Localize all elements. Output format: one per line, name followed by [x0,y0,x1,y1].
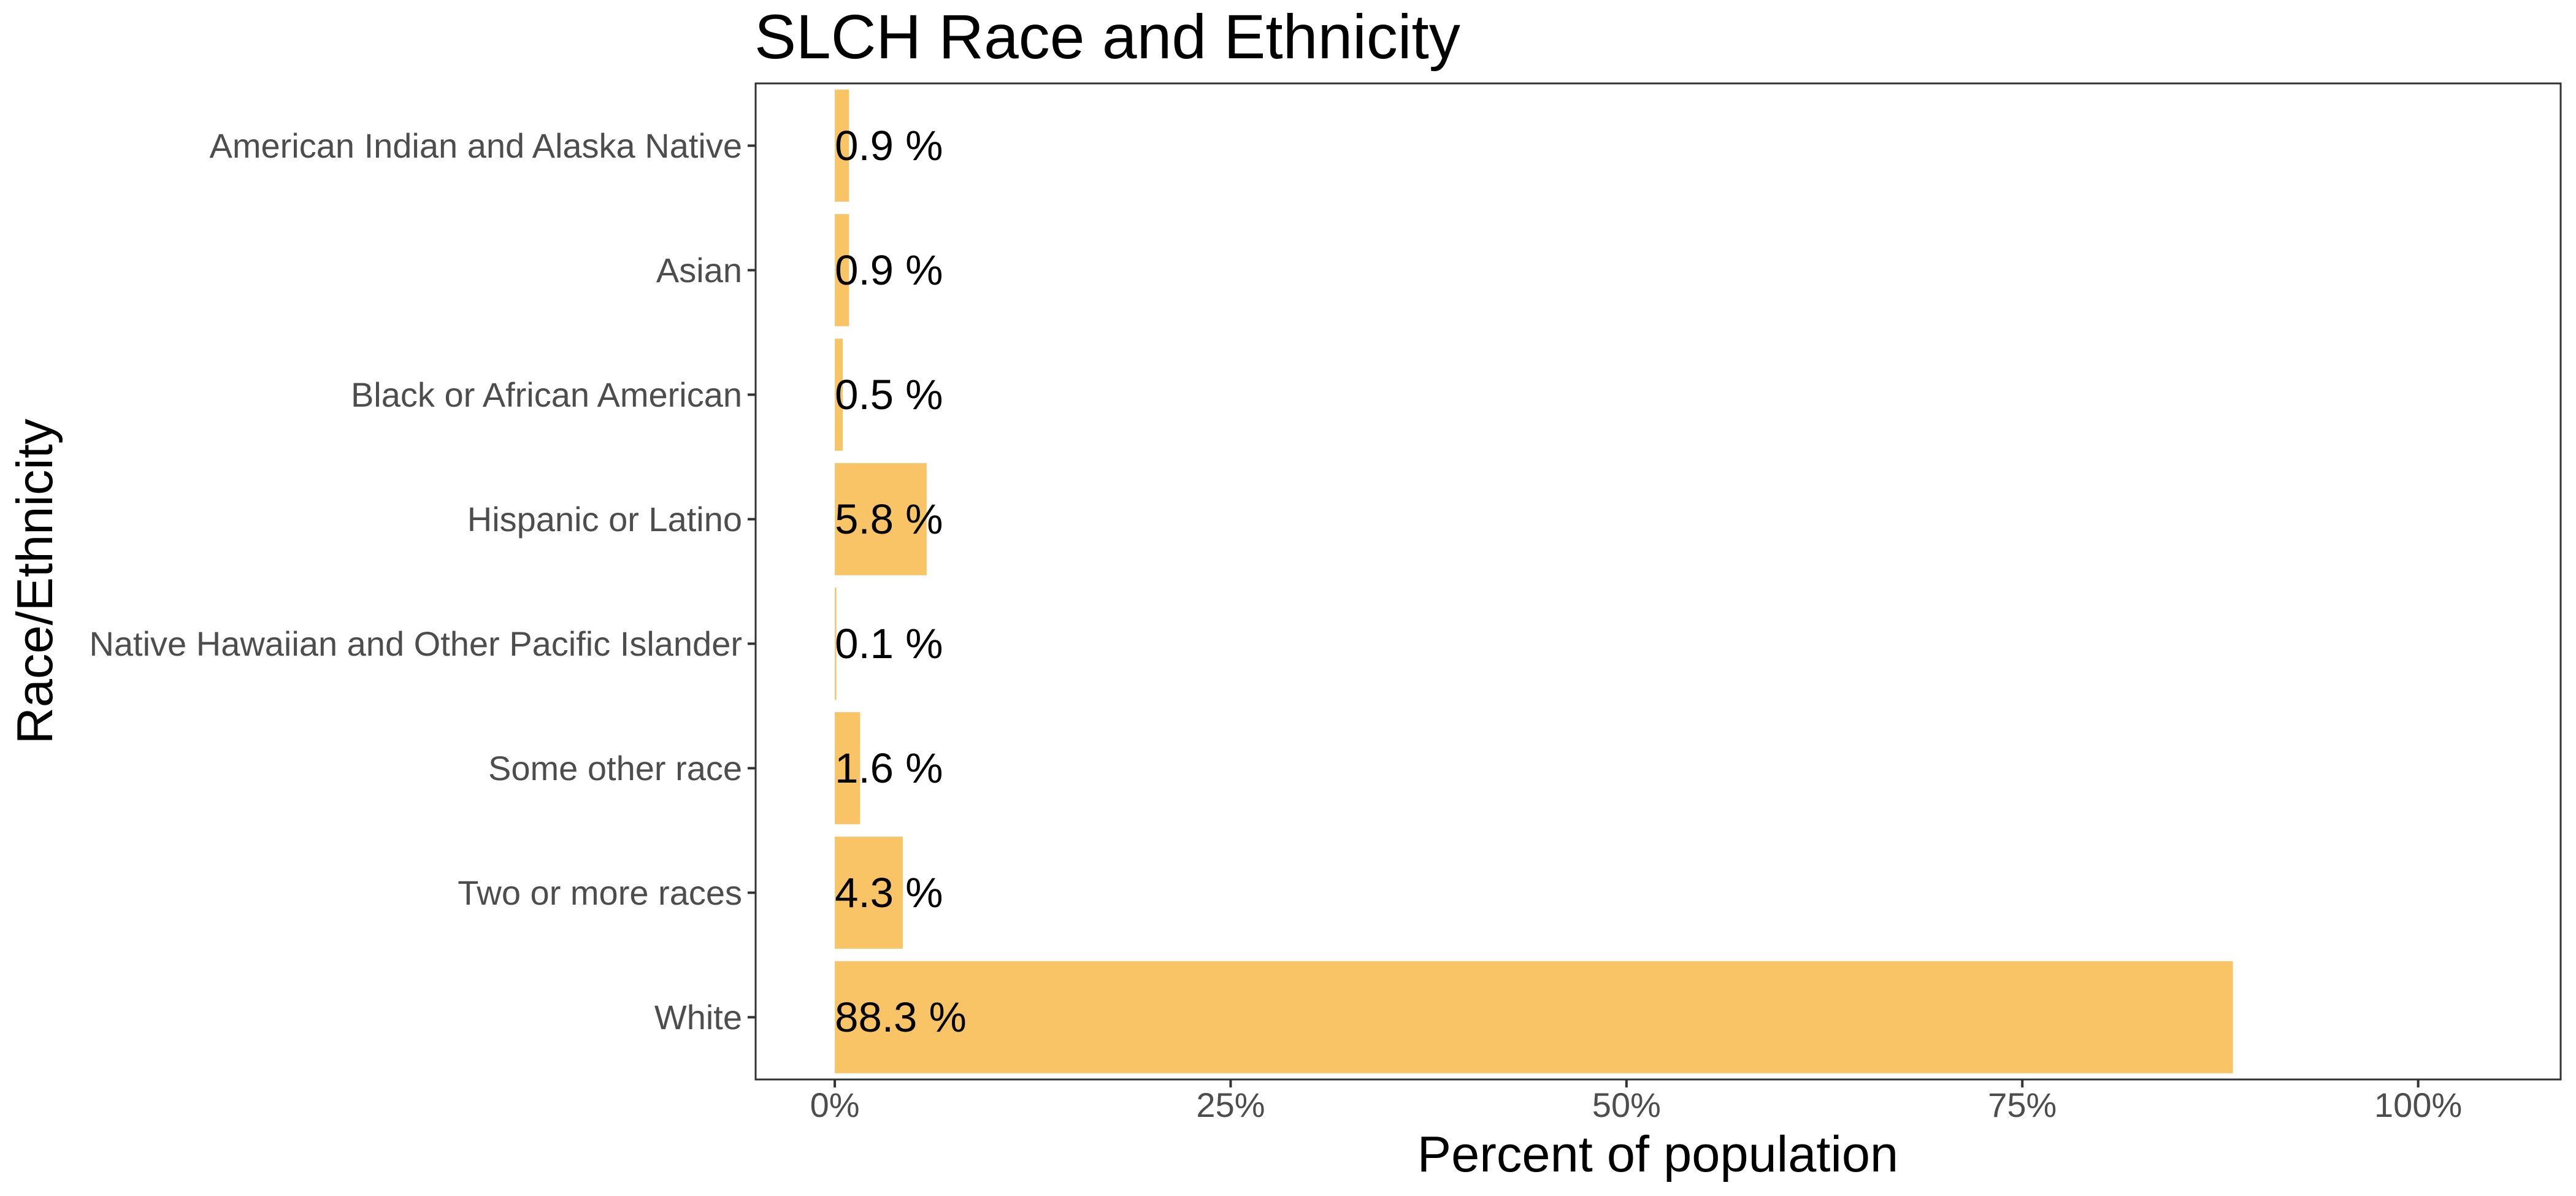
bar-native-hawaiian-and-other-pacific-islander [835,588,837,700]
plot-panel [754,82,2562,1081]
data-label-group: 0.9 % 0.9 % 0.5 % 5.8 % 0.1 % 1.6 % 4.3 % 88.3 … [835,122,967,1041]
chart-title: SLCH Race and Ethnicity [754,2,1460,72]
y-tick-label-native-hawaiian-and-other-pacific-islander: Native Hawaiian and Other Pacific Island… [89,624,742,663]
bar-black-or-african-american [835,339,843,451]
data-label-two-or-more-races: 4.3 % [835,869,943,916]
x-axis: 0% 25% 50% 75% 100% [810,1079,2462,1124]
data-label-some-other-race: 1.6 % [835,745,943,792]
data-label-native-hawaiian-and-other-pacific-islander: 0.1 % [835,620,943,667]
x-tick-label: 50% [1592,1086,1661,1124]
bar-two-or-more-races [835,837,903,949]
y-tick-label-white: White [654,998,742,1037]
y-axis: American Indian and Alaska Native Asian Bl… [89,126,756,1037]
y-tick-label-hispanic-or-latino: Hispanic or Latino [467,500,742,539]
data-label-white: 88.3 % [835,994,967,1041]
data-label-american-indian-and-alaska-native: 0.9 % [835,122,943,169]
bar-group [835,90,2233,1073]
bar-american-indian-and-alaska-native [835,90,849,202]
bar-some-other-race [835,712,861,824]
bar-asian [835,214,849,326]
y-tick-label-black-or-african-american: Black or African American [351,375,742,414]
y-tick-label-american-indian-and-alaska-native: American Indian and Alaska Native [210,126,743,165]
data-label-asian: 0.9 % [835,247,943,294]
y-tick-label-some-other-race: Some other race [488,749,742,788]
x-tick-label: 75% [1988,1086,2057,1124]
x-tick-label: 100% [2374,1086,2462,1124]
bar-hispanic-or-latino [835,463,927,575]
bar-white [835,961,2233,1073]
x-axis-title: Percent of population [1417,1125,1898,1183]
x-tick-label: 25% [1196,1086,1265,1124]
y-axis-title: Race/Ethnicity [6,418,63,744]
data-label-black-or-african-american: 0.5 % [835,371,943,418]
x-tick-label: 0% [810,1086,860,1124]
data-label-hispanic-or-latino: 5.8 % [835,496,943,543]
y-tick-label-asian: Asian [656,251,742,289]
y-tick-label-two-or-more-races: Two or more races [458,873,742,912]
